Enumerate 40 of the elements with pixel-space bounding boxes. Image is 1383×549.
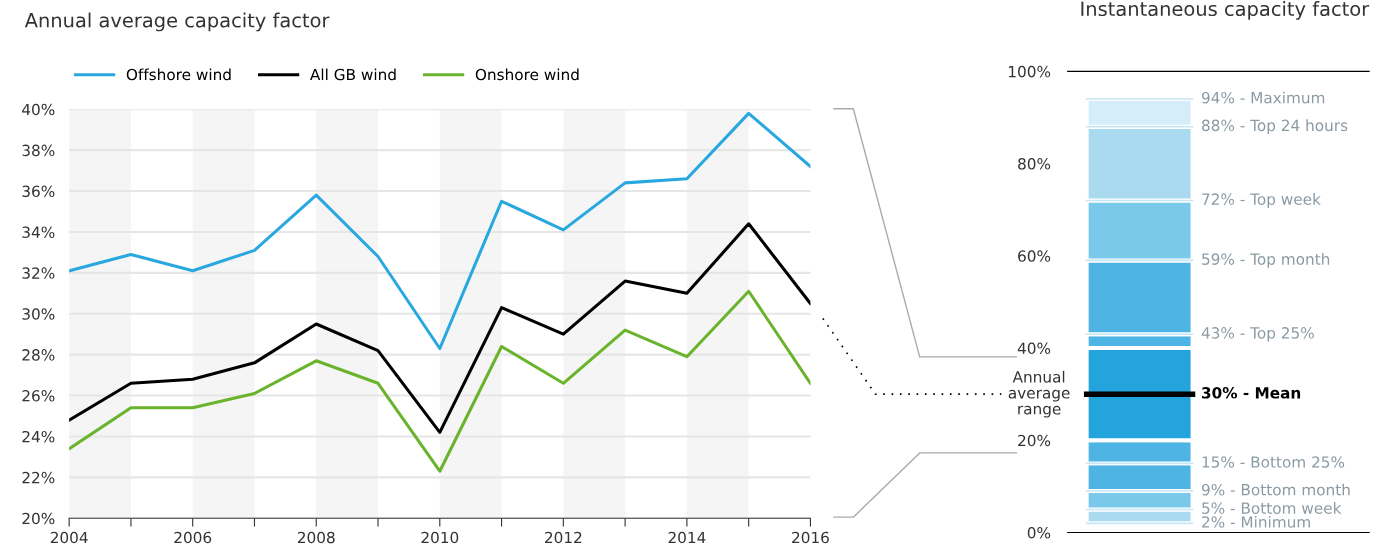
y-tick-label: 24% <box>22 430 55 443</box>
y-tick-label: 32% <box>22 267 55 279</box>
x-tick-label: 2004 <box>50 531 88 544</box>
chart-title: Annual average capacity factor <box>24 12 330 32</box>
x-tick-label: 2012 <box>545 531 582 544</box>
legend-label: Onshore wind <box>475 68 579 81</box>
y-tick-label: 60% <box>1018 250 1051 262</box>
ref-line-label: 72% - Top week <box>1202 193 1321 208</box>
x-tick-label: 2014 <box>668 531 706 544</box>
legend-label: Offshore wind <box>126 68 231 81</box>
chart-title: Instantaneous capacity factor <box>1081 1 1370 20</box>
y-tick-label: 20% <box>22 512 55 525</box>
y-tick-label: 0% <box>1027 527 1051 539</box>
ref-line-label: 88% - Top 24 hours <box>1202 119 1348 135</box>
y-tick-label: 22% <box>22 471 55 484</box>
ref-line-label: 94% - Maximum <box>1201 91 1325 104</box>
text: Annual average range <box>1008 370 1070 418</box>
ref-line-label: 5% - Bottom week <box>1202 502 1342 514</box>
x-tick-label: 2008 <box>297 531 335 544</box>
x-tick-label: 2010 <box>421 531 459 544</box>
y-tick-label: 26% <box>22 390 55 402</box>
ref-line-label: 9% - Bottom month <box>1201 483 1350 496</box>
y-tick-label: 40% <box>1017 342 1051 355</box>
ref-line-label: 30% - Mean <box>1201 387 1301 399</box>
ref-line-label: 43% - Top 25% <box>1201 327 1314 342</box>
y-tick-label: 28% <box>22 349 55 361</box>
ref-line-label: 2% - Minimum <box>1202 515 1310 528</box>
y-tick-label: 36% <box>22 185 55 198</box>
y-tick-label: 80% <box>1018 158 1051 170</box>
y-tick-label: 40% <box>22 103 55 116</box>
ref-line-label: 59% - Top month <box>1202 253 1330 268</box>
y-tick-label: 20% <box>1018 434 1051 447</box>
y-tick-label: 34% <box>22 226 55 238</box>
x-tick-label: 2016 <box>792 531 829 544</box>
x-tick-label: 2006 <box>174 531 212 544</box>
ref-line-label: 15% - Bottom 25% <box>1202 456 1345 468</box>
y-tick-label: 38% <box>22 144 55 157</box>
y-tick-label: 100% <box>1009 65 1051 78</box>
y-tick-label: 30% <box>22 308 55 320</box>
legend-label: All GB wind <box>310 68 396 81</box>
